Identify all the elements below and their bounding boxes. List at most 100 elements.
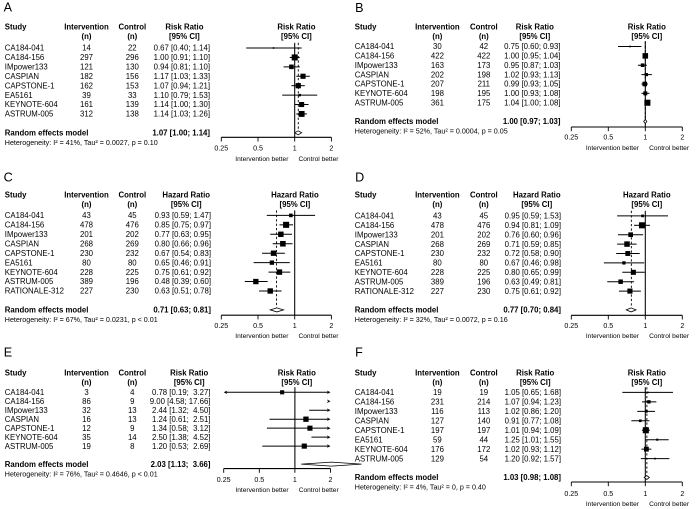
svg-text:86: 86 [82,397,91,406]
svg-text:Risk Ratio: Risk Ratio [516,368,554,377]
svg-text:230: 230 [477,287,491,296]
svg-text:478: 478 [431,221,444,230]
svg-text:297: 297 [80,53,93,62]
svg-text:CA184-041: CA184-041 [5,211,44,220]
svg-text:35: 35 [82,433,91,442]
svg-text:2.44 [1.32; 4.50]: 2.44 [1.32; 4.50] [152,406,211,415]
svg-text:156: 156 [126,72,139,81]
svg-text:1.05 [0.65; 1.68]: 1.05 [0.65; 1.68] [505,388,561,397]
svg-text:Intervention better: Intervention better [586,145,640,152]
svg-text:80: 80 [128,258,137,267]
svg-text:CASPIAN: CASPIAN [355,417,389,426]
svg-text:Control: Control [470,191,498,200]
svg-text:(n): (n) [479,32,489,41]
svg-text:201: 201 [80,230,93,239]
svg-text:0.63 [0.51; 0.78]: 0.63 [0.51; 0.78] [155,287,211,296]
svg-text:228: 228 [80,268,93,277]
svg-text:Heterogeneity: I² = 67%, Tau²: Heterogeneity: I² = 67%, Tau² = 0.0231, … [5,316,158,324]
svg-text:478: 478 [80,221,93,230]
svg-text:Control better: Control better [649,333,690,340]
svg-text:0.25: 0.25 [217,476,231,484]
svg-text:173: 173 [477,61,490,70]
svg-text:225: 225 [126,268,140,277]
svg-text:ASTRUM-005: ASTRUM-005 [355,454,404,463]
svg-text:0.25: 0.25 [214,322,228,330]
svg-text:Control: Control [118,22,146,31]
svg-text:CA184-156: CA184-156 [5,53,44,62]
svg-text:1.03 [0.98; 1.08]: 1.03 [0.98; 1.08] [503,473,561,482]
svg-text:1.20 [0.53; 2.69]: 1.20 [0.53; 2.69] [152,442,211,451]
svg-text:227: 227 [80,287,93,296]
svg-text:ASTRUM-005: ASTRUM-005 [355,277,404,286]
svg-text:Study: Study [355,22,377,31]
svg-text:172: 172 [477,445,490,454]
svg-text:121: 121 [80,63,93,72]
svg-text:Risk Ratio: Risk Ratio [628,22,666,31]
svg-text:30: 30 [433,42,442,51]
svg-text:2: 2 [680,133,684,141]
svg-text:CASPIAN: CASPIAN [5,415,39,424]
svg-text:0.48 [0.39; 0.60]: 0.48 [0.39; 0.60] [155,277,211,286]
svg-text:RATIONALE-312: RATIONALE-312 [5,287,64,296]
svg-text:116: 116 [431,407,443,416]
svg-text:CA184-156: CA184-156 [5,397,44,406]
svg-text:[95% CI]: [95% CI] [631,378,662,387]
svg-text:(n): (n) [479,200,489,209]
svg-text:1.00 [0.93; 1.08]: 1.00 [0.93; 1.08] [504,89,560,98]
svg-text:[95% CI]: [95% CI] [631,200,662,209]
svg-text:F: F [355,346,363,360]
svg-text:9.00 [4.58; 17.66]: 9.00 [4.58; 17.66] [150,397,211,406]
svg-text:0.72 [0.58; 0.90]: 0.72 [0.58; 0.90] [505,249,561,258]
svg-text:Study: Study [355,368,377,377]
svg-text:0.76 [0.60; 0.96]: 0.76 [0.60; 0.96] [505,230,561,239]
svg-text:9: 9 [130,397,134,406]
svg-text:E: E [4,346,12,360]
svg-text:197: 197 [431,426,444,435]
svg-text:1: 1 [643,133,647,141]
svg-text:[95% CI]: [95% CI] [280,200,311,209]
svg-text:(n): (n) [127,378,137,387]
svg-text:IMpower133: IMpower133 [355,61,398,70]
svg-text:Control better: Control better [649,145,690,152]
svg-text:CA184-156: CA184-156 [355,221,394,230]
svg-text:ASTRUM-005: ASTRUM-005 [5,110,54,119]
svg-text:Heterogeneity: I² = 4%, Tau² =: Heterogeneity: I² = 4%, Tau² = 0, p = 0.… [355,484,486,492]
svg-text:Control: Control [118,368,146,377]
svg-text:1: 1 [643,490,647,498]
svg-text:CA184-156: CA184-156 [355,398,394,407]
svg-text:0.67 [0.46; 0.98]: 0.67 [0.46; 0.98] [505,259,561,268]
svg-text:Risk Ratio: Risk Ratio [277,22,315,31]
svg-text:2: 2 [329,476,333,484]
svg-text:ASTRUM-005: ASTRUM-005 [5,442,54,451]
svg-text:198: 198 [477,70,490,79]
svg-text:CAPSTONE-1: CAPSTONE-1 [355,426,405,435]
svg-text:389: 389 [80,277,93,286]
svg-text:CASPIAN: CASPIAN [5,239,39,248]
svg-text:(n): (n) [479,378,489,387]
svg-text:Control better: Control better [299,156,340,163]
svg-text:0.99 [0.93; 1.05]: 0.99 [0.93; 1.05] [504,80,560,89]
svg-text:201: 201 [431,230,444,239]
svg-text:0.80 [0.65; 0.99]: 0.80 [0.65; 0.99] [505,268,561,277]
svg-text:Intervention: Intervention [64,22,109,31]
svg-text:196: 196 [477,277,490,286]
svg-text:ASTRUM-005: ASTRUM-005 [5,277,54,286]
svg-text:1.02 [0.93; 1.13]: 1.02 [0.93; 1.13] [504,70,560,79]
svg-text:1.07 [1.00; 1.14]: 1.07 [1.00; 1.14] [152,129,210,138]
svg-text:198: 198 [431,89,444,98]
svg-text:Risk Ratio: Risk Ratio [278,368,316,377]
svg-text:0.25: 0.25 [214,145,228,153]
svg-text:Risk Ratio: Risk Ratio [165,22,203,31]
svg-text:[95% CI]: [95% CI] [520,378,551,387]
svg-text:161: 161 [80,100,93,109]
svg-text:1.14 [1.03; 1.26]: 1.14 [1.03; 1.26] [154,110,210,119]
svg-text:CAPSTONE-1: CAPSTONE-1 [355,249,405,258]
svg-text:EA5161: EA5161 [5,91,33,100]
svg-text:1.17 [1.03; 1.33]: 1.17 [1.03; 1.33] [154,72,210,81]
svg-text:228: 228 [431,268,444,277]
svg-text:CA184-156: CA184-156 [355,52,394,61]
svg-text:0.5: 0.5 [603,490,613,498]
svg-text:(n): (n) [127,200,137,209]
svg-text:IMpower133: IMpower133 [355,407,398,416]
svg-text:CAPSTONE-1: CAPSTONE-1 [5,81,55,90]
